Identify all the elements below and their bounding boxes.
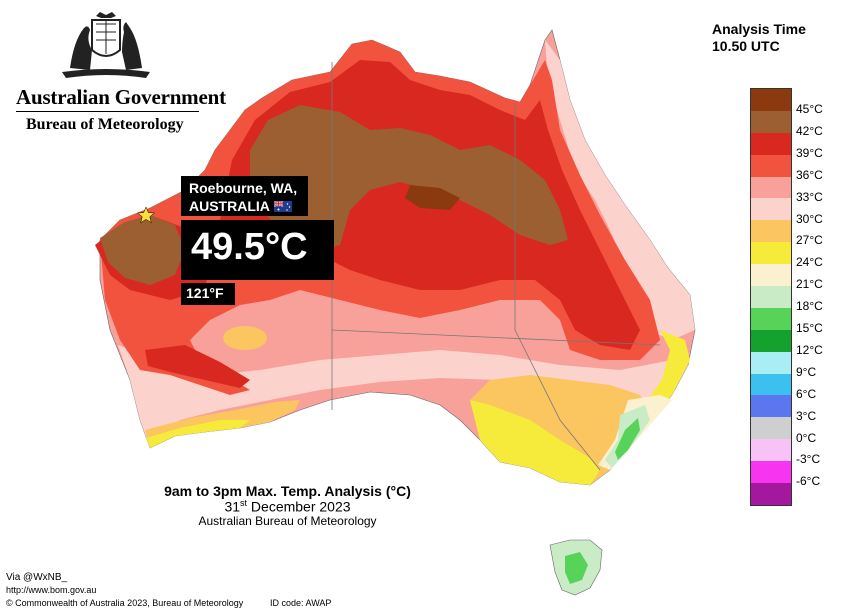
legend-label: 15°C [796, 321, 823, 335]
legend-swatch [751, 307, 791, 330]
legend-label: 39°C [796, 145, 823, 160]
legend-swatch [751, 373, 791, 396]
coat-of-arms-icon [62, 12, 150, 78]
band-30 [545, 40, 695, 340]
legend-label: 3°C [796, 408, 817, 423]
australia-flag-icon [273, 201, 292, 212]
date-day: 31 [224, 498, 241, 515]
legend-swatch [751, 286, 791, 308]
band-39-south [145, 345, 250, 388]
government-name: Australian Government [16, 85, 226, 109]
legend-label: 36°C [796, 167, 823, 182]
legend-swatch [751, 461, 791, 484]
legend-swatch [751, 439, 791, 462]
band-42 [250, 105, 568, 250]
legend-swatch [751, 89, 791, 111]
legend-swatch [751, 198, 791, 221]
legend-label: 33°C [796, 189, 823, 204]
callout-country-row: AUSTRALIA [189, 197, 308, 215]
roebourne-star-icon [136, 206, 156, 224]
footer-via: Via @WxNB_ [6, 572, 68, 583]
legend-swatch [751, 329, 791, 352]
band-45 [405, 185, 460, 210]
callout-location: Roebourne, WA, AUSTRALIA [181, 176, 308, 216]
legend-swatch [751, 417, 791, 440]
callout-temperature-c: 49.5°C [181, 220, 334, 280]
callout-country: AUSTRALIA [189, 198, 270, 214]
legend-label: 6°C [796, 386, 817, 401]
band-27-blob [223, 326, 267, 350]
legend-label: 12°C [796, 342, 823, 357]
legend-label: 30°C [796, 211, 823, 226]
legend-label: 42°C [796, 123, 823, 138]
date-rest: December 2023 [247, 498, 351, 515]
band-42-west [100, 215, 185, 285]
legend-label: 27°C [796, 233, 823, 248]
footer-copyright: © Commonwealth of Australia 2023, Bureau… [6, 598, 244, 608]
header-rule [16, 111, 199, 112]
legend-swatch [751, 110, 791, 133]
callout-temperature-f: 121°F [181, 283, 235, 305]
legend-swatch [751, 264, 791, 287]
legend-label: 45°C [796, 102, 823, 116]
legend-label: -6°C [796, 474, 821, 489]
legend-swatch [751, 351, 791, 374]
bureau-name: Bureau of Meteorology [26, 116, 184, 133]
temperature-legend [750, 88, 792, 506]
tasmania-green [565, 552, 588, 584]
callout-place-name: Roebourne, WA, [189, 180, 298, 196]
legend-label: 18°C [796, 299, 823, 314]
legend-swatch [751, 395, 791, 418]
legend-label: 0°C [796, 430, 817, 445]
legend-swatch [751, 176, 791, 199]
footer-id-code: ID code: AWAP [270, 598, 332, 608]
footer-url[interactable]: http://www.bom.gov.au [6, 585, 97, 595]
legend-swatch [751, 483, 791, 505]
map-date: 31st December 2023 [0, 498, 575, 515]
map-organisation: Australian Bureau of Meteorology [198, 514, 377, 528]
legend-label: 24°C [796, 255, 823, 270]
band-24 [470, 400, 600, 485]
analysis-time-label: Analysis Time [712, 21, 806, 37]
band-24-west [146, 420, 250, 448]
legend-label: 21°C [796, 277, 823, 292]
legend-swatch [751, 242, 791, 265]
map-title: 9am to 3pm Max. Temp. Analysis (°C) [164, 483, 411, 499]
band-30-south [118, 345, 688, 448]
band-15 [615, 418, 640, 460]
analysis-time: Analysis Time 10.50 UTC [712, 21, 806, 55]
legend-swatch [751, 154, 791, 177]
legend-label: -3°C [796, 452, 821, 467]
analysis-time-value: 10.50 UTC [712, 38, 780, 54]
legend-swatch [751, 132, 791, 155]
legend-swatch [751, 220, 791, 243]
date-suffix: st [240, 498, 248, 508]
legend-label: 9°C [796, 364, 817, 379]
